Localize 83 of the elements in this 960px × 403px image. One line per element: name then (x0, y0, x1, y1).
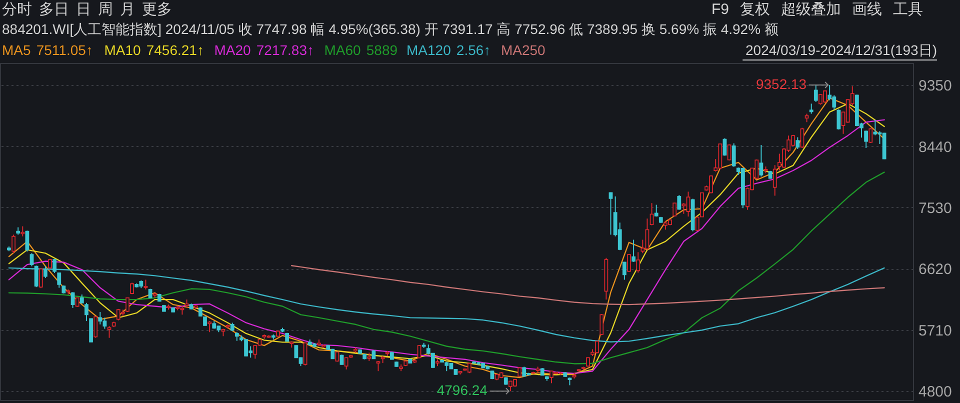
candlestick (632, 239, 636, 262)
candlestick (650, 202, 654, 226)
candlestick (417, 344, 422, 359)
text: 7456.21↑ (146, 42, 204, 58)
candlestick (672, 202, 677, 218)
candlestick (732, 142, 736, 168)
text: 多日 (39, 1, 69, 18)
candlestick (340, 354, 344, 366)
candlestick (727, 144, 732, 161)
y-tick-label: 9350 (918, 78, 952, 95)
candlestick (636, 252, 640, 274)
text: 周 (98, 1, 113, 18)
chart-title: 884201.WI[人工智能指数] 2024/11/05 收 7747.98 幅 4.95%(365.38) 开 7391.17 高 7752.96 低 7389.95 换 5.69% 振 4.92% 额 (2, 21, 778, 37)
candlestick (303, 342, 308, 366)
text: F9 (711, 1, 729, 18)
candlestick (522, 366, 526, 377)
text: 2024/03/19-2024/12/31(193日) (746, 42, 937, 58)
annotation: 9352.13 (756, 76, 807, 92)
candlestick (467, 362, 472, 374)
y-tick-label: 7530 (918, 200, 952, 217)
candlestick (25, 230, 30, 252)
candlestick (376, 360, 380, 372)
annotation: 4796.24 (436, 382, 488, 398)
text: MA250 (500, 42, 546, 58)
candlestick (800, 127, 804, 149)
candlestick (38, 268, 43, 289)
candlestick (759, 144, 764, 178)
y-tick-label: 6620 (918, 261, 952, 278)
candlestick (94, 316, 98, 338)
text: 7217.83↑ (256, 42, 314, 58)
candlestick (98, 311, 102, 325)
text: 工具 (893, 1, 923, 18)
candlestick (868, 128, 873, 144)
text: 月 (120, 1, 135, 18)
candlestick (622, 261, 626, 280)
y-tick-label: 4800 (918, 383, 952, 400)
candlestick (864, 130, 868, 149)
text: 日 (76, 1, 91, 18)
text: MA120 (406, 42, 452, 58)
text: 分时 (2, 1, 32, 18)
text: 复权 (740, 1, 770, 18)
candlestick (52, 258, 57, 274)
candlestick (722, 138, 727, 156)
candlestick (75, 297, 80, 308)
line-series (8, 267, 885, 342)
text: MA20 (214, 42, 252, 58)
candlestick (126, 297, 130, 312)
y-tick-label: 8440 (918, 138, 952, 156)
candlestick (608, 192, 613, 236)
line-series (291, 265, 885, 306)
line-series (8, 172, 885, 364)
candlestick (208, 320, 212, 333)
candlestick (809, 103, 814, 114)
text: MA5 (2, 42, 31, 58)
candlestick (43, 266, 48, 279)
candlestick (20, 226, 25, 237)
text: 2.56↑ (456, 42, 491, 58)
candlestick (627, 254, 631, 272)
candlestick (796, 136, 800, 150)
candlestick (30, 252, 34, 267)
text: MA10 (104, 42, 142, 58)
candlestick (677, 194, 682, 210)
text: 更多 (142, 1, 172, 18)
candlestick (144, 279, 148, 290)
text: 7511.05↑ (36, 42, 93, 58)
candlestick (70, 292, 75, 308)
candlestick (89, 318, 93, 343)
candlestick (84, 302, 88, 322)
candlestick (203, 316, 207, 326)
candlestick (814, 85, 818, 102)
text: 5889 (366, 42, 398, 58)
candlestick (12, 234, 16, 254)
text: 超级叠加 (781, 1, 841, 18)
text: 画线 (852, 1, 882, 18)
candlestick (873, 119, 878, 136)
candlestick (57, 272, 62, 288)
y-tick-label: 5710 (918, 322, 952, 340)
candlestick (772, 164, 777, 196)
candlestick (444, 362, 449, 372)
text: MA60 (324, 42, 362, 58)
candlestick (107, 326, 112, 338)
candlestick (836, 108, 841, 130)
candlestick (34, 265, 38, 288)
